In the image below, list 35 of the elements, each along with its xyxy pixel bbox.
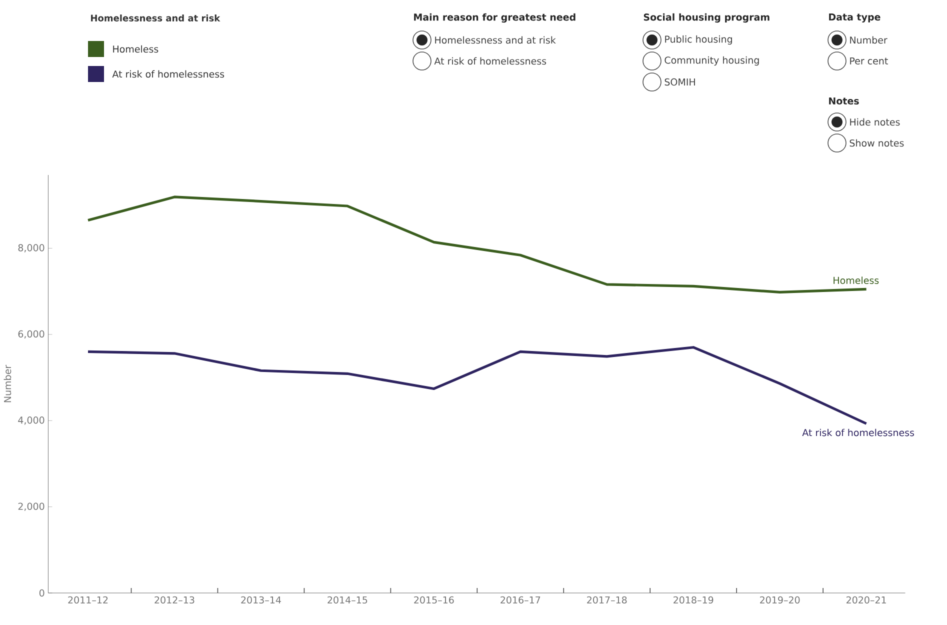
x-tick-label: 2015–16	[414, 596, 454, 604]
text: Show notes	[850, 139, 904, 147]
x-tick-label: 2014–15	[328, 596, 368, 604]
text: SOMIH	[664, 78, 695, 86]
x-tick-label: 2012–13	[154, 596, 194, 604]
text: Public housing	[665, 35, 732, 45]
text: Homelessness and at risk	[435, 36, 556, 44]
x-tick-label: 2018–19	[674, 596, 714, 604]
x-tick-label: 2019–20	[760, 596, 800, 604]
text: At risk of homelessness	[434, 57, 546, 65]
y-tick-label: 2,000	[18, 502, 44, 511]
text: Main reason for greatest need	[414, 13, 576, 23]
x-tick-label: 2017–18	[587, 596, 627, 604]
x-tick-label: 2013–14	[241, 596, 281, 604]
text: Community housing	[664, 56, 759, 66]
x-tick-label: 2011–12	[68, 596, 108, 604]
line-series	[86, 346, 868, 425]
text: Data type	[829, 14, 880, 22]
text: At risk of homelessness	[802, 428, 914, 436]
y-axis-title: Number	[4, 364, 12, 402]
x-tick-label: 2016–17	[500, 596, 540, 604]
y-tick-label: 8,000	[18, 244, 44, 252]
y-tick-label: 0	[39, 589, 44, 597]
text: Notes	[829, 97, 859, 105]
text: Hide notes	[850, 118, 900, 126]
y-tick-label: 4,000	[18, 416, 44, 425]
y-tick-label: 6,000	[18, 330, 44, 339]
text: Per cent	[850, 57, 888, 65]
text: Homeless	[834, 276, 879, 284]
legend-label: Homeless	[113, 45, 158, 53]
text: Social housing program	[644, 13, 770, 23]
legend-title: Homelessness and at risk	[91, 14, 220, 22]
x-tick-label: 2020–21	[846, 596, 886, 604]
legend-label: At risk of homelessness	[112, 70, 224, 78]
text: Number	[850, 36, 888, 44]
